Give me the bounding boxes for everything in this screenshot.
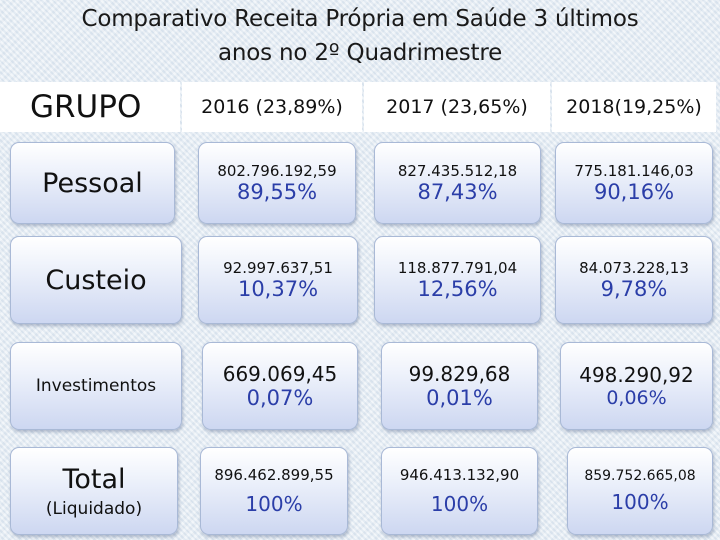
amount-value: 859.752.665,08: [584, 468, 696, 484]
percent-value: 12,56%: [417, 277, 498, 301]
amount-value: 84.073.228,13: [579, 259, 689, 277]
amount-value: 669.069,45: [222, 362, 338, 386]
percent-value: 100%: [245, 492, 303, 516]
header-year-2016: 2016 (23,89%): [182, 82, 362, 132]
amount-value: 802.796.192,59: [217, 162, 337, 180]
header-year-2018: 2018(19,25%): [552, 82, 716, 132]
amount-value: 92.997.637,51: [223, 259, 333, 277]
title-line-1: Comparativo Receita Própria em Saúde 3 ú…: [81, 6, 639, 32]
amount-value: 946.413.132,90: [399, 466, 520, 484]
percent-value: 90,16%: [593, 180, 675, 204]
amount-value: 775.181.146,03: [574, 162, 694, 180]
cell-investimentos-2017: 99.829,68 0,01%: [381, 342, 538, 430]
cell-pessoal-2017: 827.435.512,18 87,43%: [374, 142, 541, 224]
cell-pessoal-2018: 775.181.146,03 90,16%: [555, 142, 713, 224]
cell-investimentos-2016: 669.069,45 0,07%: [202, 342, 358, 430]
row-label-text: Custeio: [45, 264, 147, 296]
amount-value: 118.877.791,04: [397, 259, 518, 277]
percent-value: 100%: [430, 492, 489, 516]
row-label-text: Total: [62, 463, 126, 495]
amount-value: 896.462.899,55: [214, 466, 334, 484]
row-label-pessoal: Pessoal: [10, 142, 175, 224]
row-label-text: Pessoal: [42, 167, 143, 199]
cell-total-2018: 859.752.665,08 100%: [567, 447, 713, 535]
percent-value: 89,55%: [236, 180, 318, 204]
percent-value: 0,07%: [246, 386, 314, 410]
percent-value: 10,37%: [237, 277, 319, 301]
row-label-text: Investimentos: [35, 376, 157, 396]
amount-value: 498.290,92: [579, 363, 694, 387]
title-line-2: anos no 2º Quadrimestre: [217, 40, 503, 66]
cell-custeio-2016: 92.997.637,51 10,37%: [198, 236, 358, 324]
row-label-custeio: Custeio: [10, 236, 182, 324]
percent-value: 0,06%: [606, 387, 667, 409]
amount-value: 99.829,68: [408, 362, 511, 386]
percent-value: 0,01%: [426, 386, 493, 410]
cell-custeio-2018: 84.073.228,13 9,78%: [555, 236, 713, 324]
cell-pessoal-2016: 802.796.192,59 89,55%: [198, 142, 356, 224]
amount-value: 827.435.512,18: [397, 162, 518, 180]
percent-value: 100%: [611, 490, 669, 514]
cell-investimentos-2018: 498.290,92 0,06%: [560, 342, 713, 430]
cell-total-2017: 946.413.132,90 100%: [381, 447, 538, 535]
row-label-investimentos: Investimentos: [10, 342, 182, 430]
row-label-total: Total (Liquidado): [10, 447, 178, 535]
page-title: Comparativo Receita Própria em Saúde 3 ú…: [0, 2, 720, 70]
cell-total-2016: 896.462.899,55 100%: [200, 447, 348, 535]
header-grupo: GRUPO: [0, 82, 180, 132]
percent-value: 9,78%: [600, 277, 668, 301]
cell-custeio-2017: 118.877.791,04 12,56%: [374, 236, 541, 324]
row-sublabel-text: (Liquidado): [45, 498, 143, 519]
percent-value: 87,43%: [417, 180, 498, 204]
header-year-2017: 2017 (23,65%): [364, 82, 550, 132]
